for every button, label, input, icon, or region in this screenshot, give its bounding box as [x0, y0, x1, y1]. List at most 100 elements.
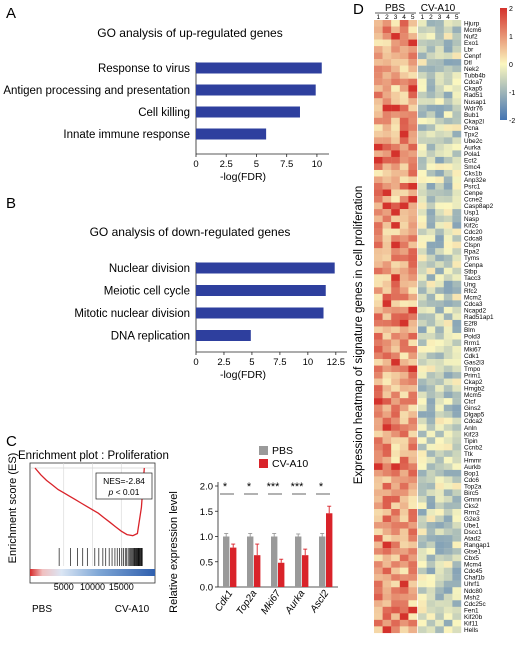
heatmap-cell: [443, 469, 453, 477]
heatmap-gene-label: Mcm6: [464, 27, 482, 34]
heatmap-cell: [408, 404, 418, 412]
heatmap-cell: [452, 535, 462, 542]
heatmap-cell: [391, 274, 400, 281]
heatmap-gene-label: Stbp: [464, 268, 478, 275]
heatmap-cell: [399, 319, 409, 327]
heatmap-ylabel: Expression heatmap of signature genes in…: [353, 186, 365, 485]
heatmap-cell: [418, 443, 427, 451]
heatmap-cell: [452, 495, 462, 503]
heatmap-gene-label: Cdca8: [464, 236, 483, 243]
heatmap-cell: [391, 587, 400, 594]
heatmap-cell: [382, 352, 392, 360]
heatmap-cell: [435, 104, 444, 112]
heatmap-cell: [418, 287, 427, 295]
heatmap-cell: [452, 456, 462, 464]
heatmap-cell: [391, 502, 400, 510]
heatmap-cell: [418, 469, 427, 477]
expression-category-label: Cdk1: [213, 588, 235, 613]
enrichment-annotation-box: [95, 472, 153, 500]
heatmap-cell: [443, 104, 453, 112]
heatmap-cell: [382, 626, 392, 634]
go-down-category-label: Meiotic cell cycle: [104, 286, 190, 298]
heatmap-cell: [382, 391, 392, 399]
heatmap-cell: [374, 228, 383, 236]
heatmap-cell: [399, 202, 409, 210]
heatmap-cell: [408, 489, 418, 497]
heatmap-cell: [374, 313, 383, 321]
heatmap-cell: [391, 378, 400, 386]
heatmap-cell: [418, 411, 427, 418]
heatmap-cell: [399, 378, 409, 386]
heatmap-gene-label: Blm: [464, 327, 475, 334]
heatmap-cell: [426, 411, 436, 418]
heatmap-cell: [435, 130, 444, 138]
heatmap-cell: [408, 398, 418, 405]
heatmap-cell: [443, 72, 453, 79]
heatmap-cell: [399, 26, 409, 34]
heatmap-cell: [426, 293, 436, 301]
heatmap-cell: [382, 248, 392, 255]
heatmap-cell: [435, 593, 444, 601]
heatmap-cell: [418, 495, 427, 503]
heatmap-cell: [391, 137, 400, 145]
heatmap-cell: [443, 85, 453, 92]
heatmap-cell: [382, 437, 392, 444]
heatmap-cell: [382, 319, 392, 327]
heatmap-cell: [435, 228, 444, 236]
heatmap-cell: [418, 372, 427, 379]
heatmap-cell: [391, 509, 400, 516]
enrichment-plot: Enrichment plot : Proliferation Enrichme…: [7, 450, 169, 615]
heatmap-cell: [399, 143, 409, 151]
heatmap-cell: [408, 606, 418, 614]
heatmap-cell: [435, 117, 444, 125]
go-up-x-tick-label: 10: [312, 159, 323, 170]
heatmap-cell: [374, 600, 383, 607]
heatmap-cell: [399, 346, 409, 353]
expression-category-label: Ascl2: [308, 588, 332, 616]
heatmap-cell: [452, 196, 462, 203]
heatmap-cell: [374, 280, 383, 288]
heatmap-cell: [408, 522, 418, 529]
heatmap-cell: [426, 606, 436, 614]
heatmap-cell: [408, 495, 418, 503]
heatmap-cell: [391, 476, 400, 484]
heatmap-cell: [374, 626, 383, 634]
heatmap-cell: [426, 535, 436, 542]
heatmap-cell: [408, 228, 418, 236]
heatmap-cell: [374, 535, 383, 542]
heatmap-cell: [443, 235, 453, 242]
heatmap-cell: [374, 352, 383, 360]
heatmap-cell: [418, 489, 427, 497]
heatmap-cell: [418, 300, 427, 308]
heatmap-cell: [418, 456, 427, 464]
heatmap-cell: [382, 235, 392, 242]
heatmap-gene-label: Pcna: [464, 125, 479, 132]
heatmap-cell: [374, 456, 383, 464]
heatmap-cell: [374, 587, 383, 594]
heatmap-cell: [399, 541, 409, 549]
heatmap-cell: [452, 202, 462, 210]
heatmap-cell: [382, 222, 392, 229]
heatmap-cell: [399, 606, 409, 614]
heatmap-cell: [443, 163, 453, 171]
heatmap-cell: [382, 287, 392, 295]
heatmap-cell: [418, 417, 427, 425]
enrichment-pvalue-rest: < 0.01: [113, 487, 140, 497]
heatmap-cell: [382, 372, 392, 379]
heatmap-cell: [435, 72, 444, 79]
heatmap-cell: [408, 85, 418, 92]
heatmap-cell: [408, 482, 418, 490]
heatmap-cell: [418, 398, 427, 405]
heatmap-cell: [382, 522, 392, 529]
heatmap-cell: [435, 346, 444, 353]
heatmap-cell: [418, 202, 427, 210]
heatmap-cell: [391, 561, 400, 568]
heatmap-cell: [435, 502, 444, 510]
heatmap-cell: [452, 267, 462, 275]
heatmap-cell: [399, 450, 409, 458]
heatmap-cell: [408, 359, 418, 366]
heatmap-gene-label: Anp32e: [464, 177, 486, 184]
heatmap-cell: [399, 124, 409, 132]
heatmap-cell: [426, 300, 436, 308]
heatmap-cell: [374, 163, 383, 171]
